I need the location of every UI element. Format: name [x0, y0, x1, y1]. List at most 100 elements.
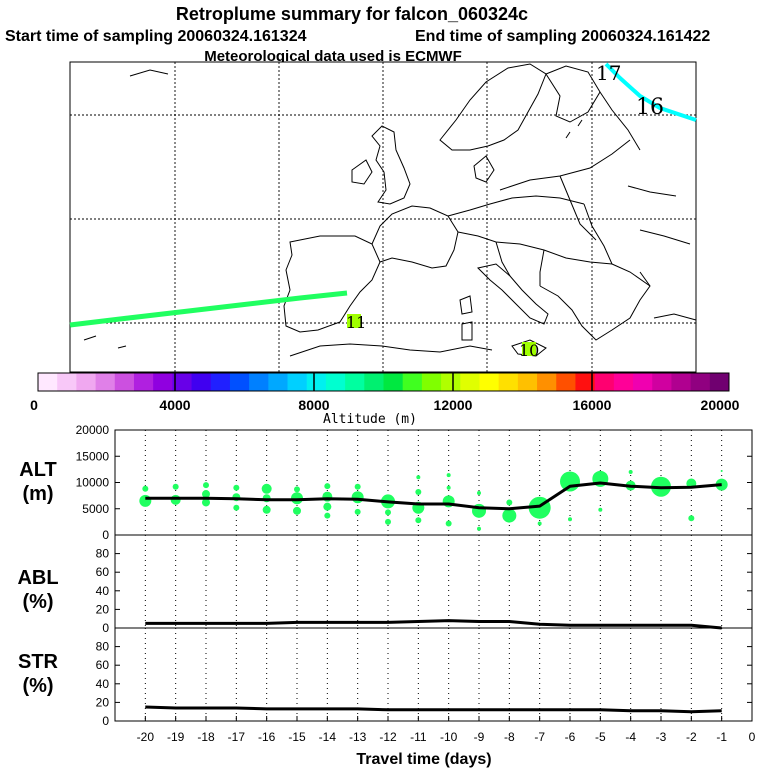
cluster-point: [385, 518, 391, 525]
colorbar-swatch: [210, 373, 231, 391]
cluster-point: [324, 512, 331, 519]
end-time-label: End time of sampling 20060324.161422: [415, 28, 710, 45]
colorbar-swatch: [57, 373, 77, 391]
colorbar-swatch: [594, 373, 615, 391]
colorbar-swatch: [633, 373, 653, 391]
colorbar-swatch: [537, 373, 557, 391]
cluster-point: [446, 485, 451, 490]
colorbar-swatch: [229, 373, 250, 391]
x-tick-label: -18: [197, 730, 215, 744]
colorbar-swatch: [287, 373, 308, 391]
y-tick-label: 60: [96, 565, 110, 579]
x-tick-label: -8: [504, 730, 515, 744]
y-tick-label: 80: [96, 547, 110, 561]
y-tick-label: 60: [96, 658, 110, 672]
str-panel-label: STR: [18, 651, 59, 673]
colorbar-swatch: [575, 373, 596, 391]
colorbar-swatch: [95, 373, 116, 391]
x-tick-label: -4: [625, 730, 636, 744]
cluster-point: [351, 491, 364, 504]
map-coastlines: [83, 63, 697, 357]
colorbar-swatch: [671, 373, 692, 391]
colorbar-swatch: [690, 373, 711, 391]
series-line: [145, 481, 722, 511]
x-tick-label: -20: [137, 730, 155, 744]
colorbar-swatch: [556, 373, 576, 391]
cluster-point: [139, 494, 152, 507]
x-tick-label: -10: [440, 730, 458, 744]
y-tick-label: 40: [96, 677, 110, 691]
cluster-point: [262, 505, 271, 514]
colorbar-swatch: [460, 373, 480, 391]
panel-frame: [114, 627, 753, 722]
trajectory-marker-10: [522, 342, 536, 356]
colorbar-swatch: [114, 373, 135, 391]
x-tick-label: -6: [565, 730, 576, 744]
x-tick-label: -13: [349, 730, 367, 744]
colorbar-tick-label: 20000: [701, 397, 740, 413]
y-tick-label: 0: [102, 528, 109, 542]
series-line: [145, 705, 722, 714]
colorbar-swatch: [268, 373, 289, 391]
cluster-point: [720, 469, 723, 472]
cluster-point: [261, 483, 272, 494]
x-tick-label: -16: [258, 730, 276, 744]
map-frame: [69, 61, 697, 373]
colorbar-swatch: [76, 373, 97, 391]
cluster-point: [323, 502, 332, 511]
colorbar-ticks: 0 4000 8000 12000 16000 20000 Altitude (…: [30, 397, 740, 427]
abl-panel: 0 20 40 60 80: [96, 534, 753, 635]
cluster-point: [568, 517, 572, 522]
trajectory-green: [69, 290, 348, 328]
y-tick-label: 20: [96, 695, 110, 709]
x-tick-label: -17: [228, 730, 246, 744]
colorbar-frame: [37, 372, 730, 392]
x-axis-title: Travel time (days): [356, 751, 491, 768]
x-tick-label: -3: [656, 730, 667, 744]
colorbar-swatch: [479, 373, 500, 391]
colorbar-swatch: [498, 373, 519, 391]
altitude-panel: 0 5000 10000 15000 20000: [76, 423, 753, 542]
abl-panel-label: ABL: [17, 567, 58, 589]
cluster-point: [502, 508, 517, 523]
cluster-point: [598, 507, 603, 512]
str-panel-unit: (%): [22, 675, 53, 697]
cluster-point: [202, 498, 210, 507]
x-tick-label: -12: [379, 730, 397, 744]
x-tick-label: -5: [595, 730, 606, 744]
colorbar-swatch: [191, 373, 212, 391]
colorbar-swatch: [517, 373, 538, 391]
trajectory-label-16: 16: [636, 95, 664, 120]
cluster-point: [172, 483, 179, 490]
colorbar-axis-label: Altitude (m): [323, 412, 417, 427]
cluster-point: [416, 475, 421, 480]
colorbar-tick-label: 0: [30, 397, 38, 413]
met-data-label: Meteorological data used is ECMWF: [204, 48, 462, 65]
colorbar-swatch: [441, 373, 461, 391]
colorbar-swatch: [38, 373, 58, 391]
cluster-point: [477, 526, 481, 531]
colorbar-swatch: [364, 373, 384, 391]
cluster-point: [142, 485, 149, 492]
x-tick-label: -7: [534, 730, 545, 744]
y-tick-label: 20000: [76, 423, 110, 437]
y-tick-label: 20: [96, 602, 110, 616]
colorbar-tick-label: 8000: [298, 397, 329, 413]
cluster-point: [445, 520, 452, 527]
cluster-point: [294, 486, 300, 493]
cluster-point: [385, 509, 391, 516]
trajectory-label-11: 11: [346, 313, 366, 332]
colorbar-swatch: [613, 373, 634, 391]
colorbar-tick-label: 12000: [434, 397, 473, 413]
cluster-point: [446, 473, 451, 478]
cluster-point: [324, 483, 331, 490]
cluster-point: [170, 494, 181, 505]
y-tick-label: 5000: [82, 502, 109, 516]
altitude-colorbar: [37, 372, 730, 392]
cluster-point: [477, 491, 481, 495]
alt-panel-label: ALT: [19, 459, 56, 481]
x-tick-label: -1: [716, 730, 727, 744]
colorbar-swatch: [172, 373, 193, 391]
